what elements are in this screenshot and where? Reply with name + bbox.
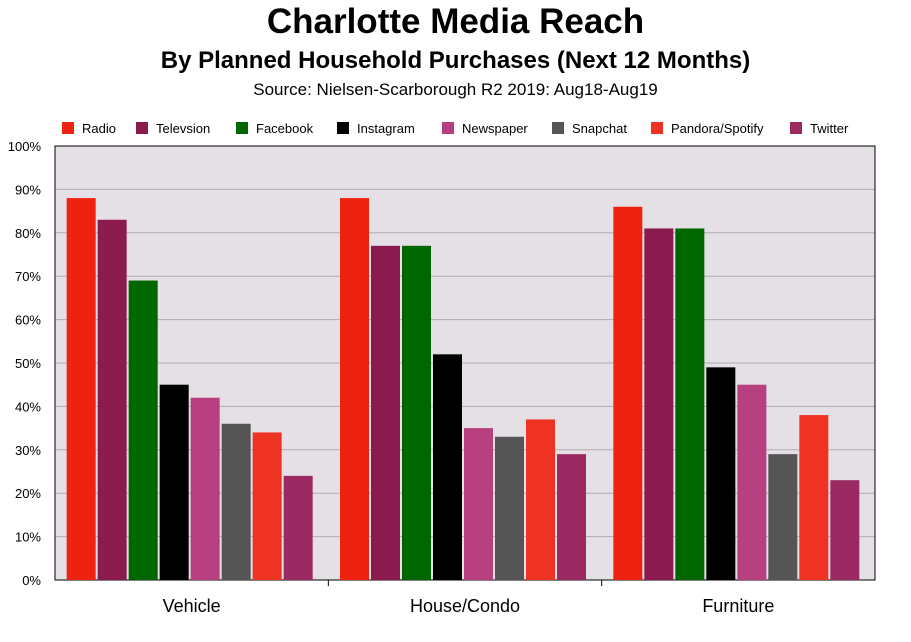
y-tick-label: 10%	[15, 530, 41, 545]
bar	[433, 354, 462, 580]
legend-label: Instagram	[357, 121, 415, 136]
y-tick-label: 40%	[15, 399, 41, 414]
x-category-label: House/Condo	[410, 596, 520, 616]
legend-swatch	[136, 122, 148, 134]
bar	[830, 480, 860, 580]
legend-swatch	[651, 122, 663, 134]
y-tick-label: 30%	[15, 443, 41, 458]
legend-swatch	[442, 122, 454, 134]
x-category-label: Vehicle	[163, 596, 221, 616]
bar	[402, 245, 431, 580]
legend-swatch	[552, 122, 564, 134]
y-tick-label: 50%	[15, 356, 41, 371]
legend-label: Radio	[82, 121, 116, 136]
legend-label: Pandora/Spotify	[671, 121, 764, 136]
bar	[66, 198, 96, 580]
legend-label: Televsion	[156, 121, 210, 136]
legend-label: Twitter	[810, 121, 849, 136]
bar	[613, 206, 643, 580]
legend-swatch	[337, 122, 349, 134]
bar	[371, 245, 400, 580]
bar	[252, 432, 282, 580]
chart-source: Source: Nielsen-Scarborough R2 2019: Aug…	[253, 80, 658, 99]
bar	[221, 423, 251, 580]
bar	[97, 219, 127, 580]
legend-label: Newspaper	[462, 121, 528, 136]
legend-swatch	[62, 122, 74, 134]
legend-label: Snapchat	[572, 121, 627, 136]
y-tick-label: 90%	[15, 182, 41, 197]
chart-subtitle: By Planned Household Purchases (Next 12 …	[160, 47, 751, 74]
bar	[768, 454, 798, 580]
y-tick-label: 60%	[15, 313, 41, 328]
legend-swatch	[236, 122, 248, 134]
y-tick-label: 0%	[22, 573, 41, 588]
y-tick-label: 70%	[15, 269, 41, 284]
bar	[128, 280, 158, 580]
legend-swatch	[790, 122, 802, 134]
bar	[464, 428, 493, 580]
bar	[557, 454, 586, 580]
bar	[675, 228, 705, 580]
bar	[340, 198, 369, 580]
x-category-label: Furniture	[702, 596, 774, 616]
bar	[190, 397, 220, 580]
chart-title: Charlotte Media Reach	[266, 2, 645, 41]
bar	[159, 384, 189, 580]
bar	[799, 415, 829, 580]
legend-label: Facebook	[256, 121, 314, 136]
bar	[526, 419, 555, 580]
bar	[495, 436, 524, 580]
bar	[706, 367, 736, 580]
bar	[737, 384, 767, 580]
y-tick-label: 20%	[15, 486, 41, 501]
bar	[644, 228, 674, 580]
bar	[283, 475, 313, 580]
y-tick-label: 80%	[15, 226, 41, 241]
y-tick-label: 100%	[8, 139, 42, 154]
